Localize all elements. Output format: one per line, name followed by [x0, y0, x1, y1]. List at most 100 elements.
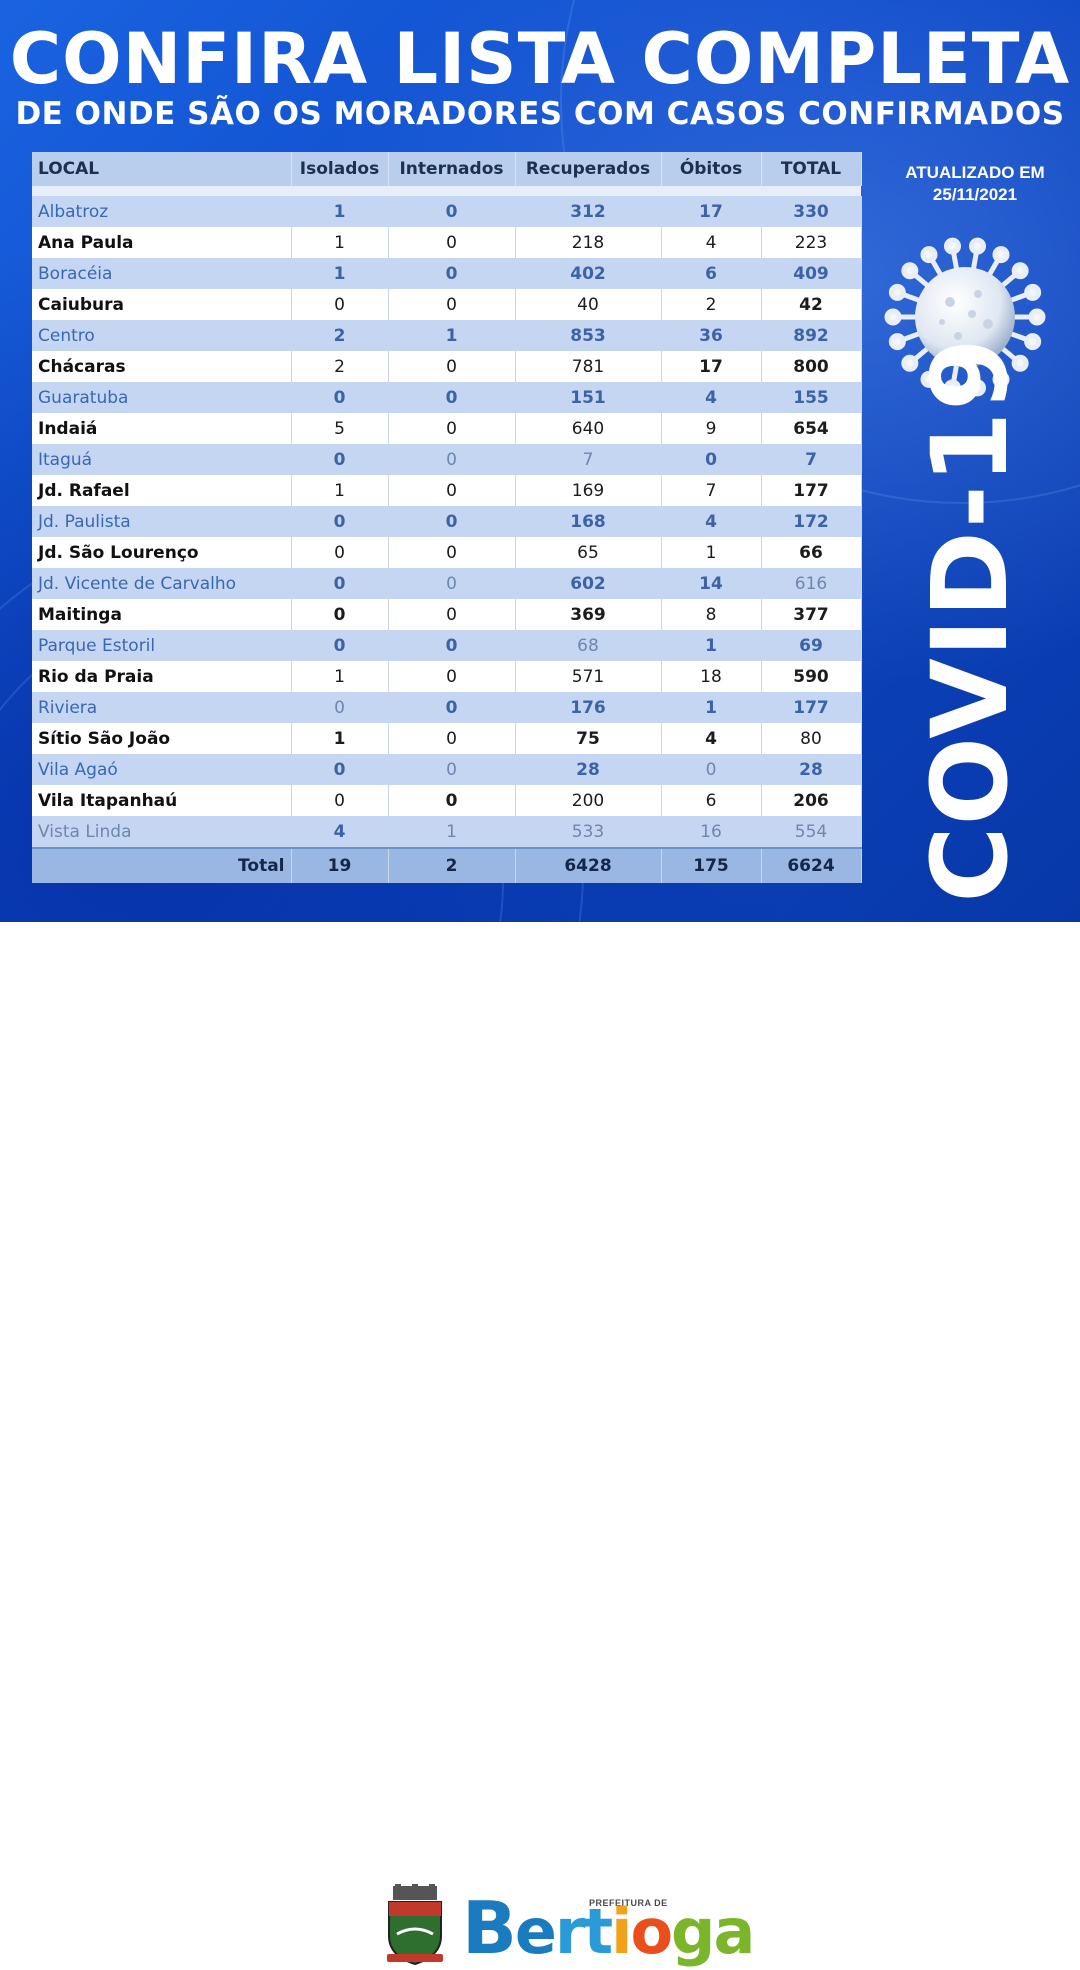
cell-internados: 0: [388, 723, 516, 754]
cell-recuperados: 369: [515, 599, 662, 630]
cell-isolados: 0: [291, 568, 389, 599]
cell-obitos: 9: [661, 413, 762, 444]
cell-total: 590: [761, 661, 862, 692]
header-banner: CONFIRA LISTA COMPLETA DE ONDE SÃO OS MO…: [0, 0, 1080, 922]
cell-isolados: 1: [291, 196, 389, 227]
cell-local: Maitinga: [32, 599, 292, 630]
cell-obitos: 36: [661, 320, 762, 351]
covid-vertical-label: COVID-19: [909, 337, 1031, 903]
table-row: Jd. Vicente de Carvalho 0 0 602 14 616: [32, 568, 862, 599]
cell-recuperados: 168: [515, 506, 662, 537]
cell-total: 155: [761, 382, 862, 413]
cell-isolados: 0: [291, 692, 389, 723]
cell-internados: 0: [388, 382, 516, 413]
cell-total: 377: [761, 599, 862, 630]
cell-local: Jd. Paulista: [32, 506, 292, 537]
cell-local: Vila Itapanhaú: [32, 785, 292, 816]
cell-obitos: 1: [661, 692, 762, 723]
cell-recuperados: 402: [515, 258, 662, 289]
cell-internados: 0: [388, 227, 516, 258]
cell-total: 892: [761, 320, 862, 351]
cell-local: Centro: [32, 320, 292, 351]
table-row: Vila Agaó 0 0 28 0 28: [32, 754, 862, 785]
cell-internados: 0: [388, 258, 516, 289]
footer: PREFEITURA DE Bertioga: [0, 922, 1080, 1970]
cell-recuperados: 640: [515, 413, 662, 444]
cell-internados: 1: [388, 816, 516, 848]
total-total: 6624: [761, 847, 862, 883]
cell-obitos: 17: [661, 196, 762, 227]
col-header-internados: Internados: [388, 152, 516, 186]
cell-total: 7: [761, 444, 862, 475]
cell-recuperados: 169: [515, 475, 662, 506]
bertioga-logo: Bertioga: [462, 1886, 755, 1970]
logo-letter: e: [514, 1895, 557, 1968]
update-date: 25/11/2021: [932, 185, 1018, 204]
crest-icon: [387, 1884, 443, 1966]
cell-isolados: 1: [291, 258, 389, 289]
cell-recuperados: 533: [515, 816, 662, 848]
cell-isolados: 1: [291, 723, 389, 754]
cell-obitos: 0: [661, 754, 762, 785]
logo-letter: t: [583, 1895, 614, 1968]
table-row: Ana Paula 1 0 218 4 223: [32, 227, 862, 258]
cell-recuperados: 853: [515, 320, 662, 351]
cell-obitos: 1: [661, 630, 762, 661]
cell-obitos: 4: [661, 723, 762, 754]
table-row: Jd. Rafael 1 0 169 7 177: [32, 475, 862, 506]
cell-internados: 0: [388, 351, 516, 382]
cell-local: Jd. Rafael: [32, 475, 292, 506]
table-row: Centro 2 1 853 36 892: [32, 320, 862, 351]
total-isolados: 19: [291, 847, 389, 883]
col-header-obitos: Óbitos: [661, 152, 762, 186]
cell-recuperados: 312: [515, 196, 662, 227]
cell-isolados: 0: [291, 289, 389, 320]
table-row: Vila Itapanhaú 0 0 200 6 206: [32, 785, 862, 816]
cell-recuperados: 40: [515, 289, 662, 320]
cell-isolados: 0: [291, 754, 389, 785]
total-recuperados: 6428: [515, 847, 662, 883]
cell-total: 206: [761, 785, 862, 816]
cell-obitos: 8: [661, 599, 762, 630]
logo-letter: i: [611, 1895, 632, 1968]
page-subtitle: DE ONDE SÃO OS MORADORES COM CASOS CONFI…: [15, 96, 1065, 132]
cell-isolados: 2: [291, 351, 389, 382]
cases-table: LOCAL Isolados Internados Recuperados Ób…: [32, 152, 862, 883]
cell-local: Ana Paula: [32, 227, 292, 258]
cell-internados: 0: [388, 289, 516, 320]
table-row: Sítio São João 1 0 75 4 80: [32, 723, 862, 754]
logo-letter: g: [671, 1895, 715, 1968]
cell-local: Indaiá: [32, 413, 292, 444]
cell-local: Vila Agaó: [32, 754, 292, 785]
table-row: Jd. Paulista 0 0 168 4 172: [32, 506, 862, 537]
cell-internados: 0: [388, 475, 516, 506]
table-body: Albatroz 1 0 312 17 330 Ana Paula 1 0 218 4 223 Bora…: [32, 186, 862, 848]
col-header-total: TOTAL: [761, 152, 862, 186]
cell-obitos: 4: [661, 227, 762, 258]
logo-letter: B: [462, 1886, 517, 1970]
cell-recuperados: 75: [515, 723, 662, 754]
cell-obitos: 4: [661, 382, 762, 413]
cell-total: 800: [761, 351, 862, 382]
cell-total: 42: [761, 289, 862, 320]
cell-internados: 1: [388, 320, 516, 351]
cell-isolados: 5: [291, 413, 389, 444]
cell-obitos: 1: [661, 537, 762, 568]
cell-total: 616: [761, 568, 862, 599]
cell-recuperados: 602: [515, 568, 662, 599]
cell-internados: 0: [388, 661, 516, 692]
table-row: Chácaras 2 0 781 17 800: [32, 351, 862, 382]
cell-internados: 0: [388, 444, 516, 475]
table-row: Vista Linda 4 1 533 16 554: [32, 816, 862, 848]
cell-recuperados: 7: [515, 444, 662, 475]
table-row: Jd. São Lourenço 0 0 65 1 66: [32, 537, 862, 568]
cell-recuperados: 200: [515, 785, 662, 816]
cell-internados: 0: [388, 506, 516, 537]
cell-isolados: 0: [291, 537, 389, 568]
cell-local: Rio da Praia: [32, 661, 292, 692]
cell-internados: 0: [388, 568, 516, 599]
cell-obitos: 17: [661, 351, 762, 382]
col-header-recuperados: Recuperados: [515, 152, 662, 186]
cell-total: 409: [761, 258, 862, 289]
cell-local: Guaratuba: [32, 382, 292, 413]
